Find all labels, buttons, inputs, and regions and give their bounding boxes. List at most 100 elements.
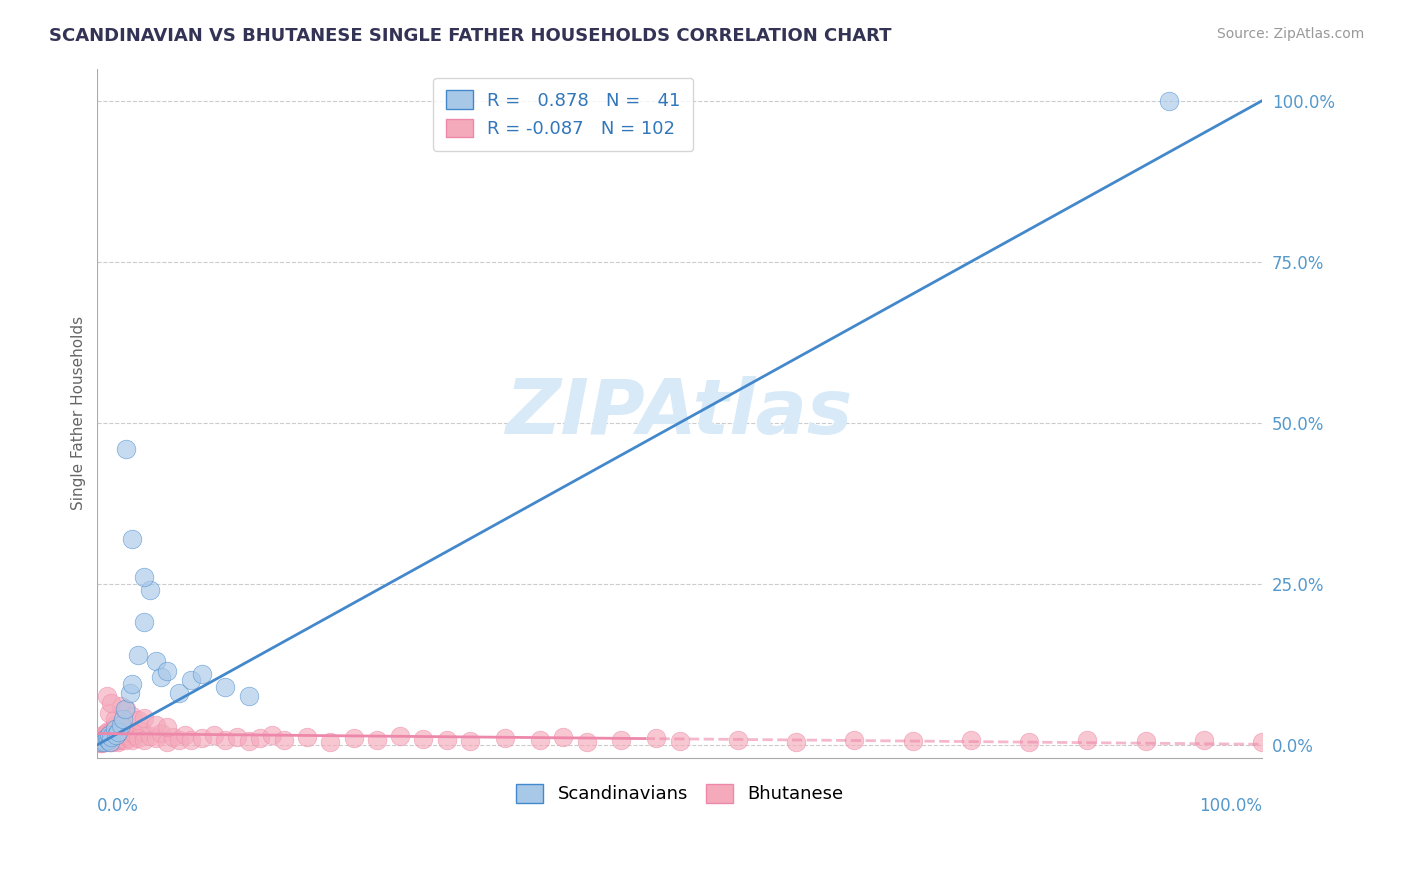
Point xyxy=(96,690,118,704)
Point xyxy=(115,702,138,716)
Point xyxy=(94,731,117,746)
Point xyxy=(494,731,516,746)
Point xyxy=(104,734,127,748)
Point xyxy=(98,706,121,720)
Point xyxy=(191,667,214,681)
Point xyxy=(901,734,924,748)
Point xyxy=(145,718,167,732)
Point xyxy=(436,732,458,747)
Point xyxy=(104,730,127,744)
Point xyxy=(389,730,412,744)
Point xyxy=(98,734,121,748)
Point xyxy=(167,686,190,700)
Point xyxy=(127,731,149,746)
Point xyxy=(132,615,155,630)
Point xyxy=(214,732,236,747)
Point xyxy=(104,728,127,742)
Point xyxy=(162,730,184,744)
Point xyxy=(98,735,121,749)
Point xyxy=(1251,734,1274,748)
Point xyxy=(90,732,112,747)
Point xyxy=(1018,734,1040,748)
Point xyxy=(97,732,120,747)
Point xyxy=(111,715,134,730)
Point xyxy=(121,708,143,723)
Point xyxy=(121,532,143,546)
Point xyxy=(121,733,143,747)
Point xyxy=(96,731,118,746)
Point xyxy=(115,728,138,742)
Point xyxy=(727,732,749,747)
Point xyxy=(90,734,112,748)
Point xyxy=(105,732,128,747)
Point xyxy=(238,734,260,748)
Point xyxy=(110,718,132,732)
Point xyxy=(295,730,318,744)
Point xyxy=(139,730,162,744)
Point xyxy=(342,731,364,746)
Point xyxy=(1076,733,1098,747)
Point xyxy=(97,723,120,738)
Point xyxy=(98,725,121,739)
Text: SCANDINAVIAN VS BHUTANESE SINGLE FATHER HOUSEHOLDS CORRELATION CHART: SCANDINAVIAN VS BHUTANESE SINGLE FATHER … xyxy=(49,27,891,45)
Point xyxy=(180,733,202,747)
Text: ZIPAtlas: ZIPAtlas xyxy=(506,376,853,450)
Point xyxy=(226,730,249,744)
Point xyxy=(180,673,202,688)
Point xyxy=(100,730,122,744)
Point xyxy=(249,731,271,746)
Point xyxy=(108,722,131,736)
Point xyxy=(100,730,122,744)
Point xyxy=(145,731,167,746)
Point xyxy=(115,442,138,456)
Point xyxy=(132,570,155,584)
Point xyxy=(101,722,124,736)
Point xyxy=(91,732,114,747)
Point xyxy=(1157,94,1180,108)
Point xyxy=(139,583,162,598)
Point xyxy=(108,728,131,742)
Point xyxy=(1192,732,1215,747)
Point xyxy=(173,728,195,742)
Point xyxy=(97,732,120,747)
Point xyxy=(94,734,117,748)
Point xyxy=(105,725,128,739)
Point xyxy=(238,690,260,704)
Point xyxy=(191,731,214,746)
Point xyxy=(101,726,124,740)
Point xyxy=(145,654,167,668)
Point xyxy=(668,734,690,748)
Point xyxy=(90,734,112,748)
Text: Source: ZipAtlas.com: Source: ZipAtlas.com xyxy=(1216,27,1364,41)
Point xyxy=(93,730,115,744)
Point xyxy=(319,734,342,748)
Point xyxy=(104,718,127,732)
Point xyxy=(121,676,143,690)
Point xyxy=(127,648,149,662)
Point xyxy=(118,686,141,700)
Point xyxy=(112,725,135,739)
Point xyxy=(366,733,388,747)
Point xyxy=(1135,734,1157,748)
Point xyxy=(156,664,179,678)
Y-axis label: Single Father Households: Single Father Households xyxy=(72,316,86,510)
Point xyxy=(100,696,122,710)
Point xyxy=(89,736,111,750)
Point xyxy=(91,728,114,742)
Point xyxy=(844,733,866,747)
Point xyxy=(156,734,179,748)
Point xyxy=(132,732,155,747)
Text: 0.0%: 0.0% xyxy=(97,797,139,814)
Point xyxy=(260,728,283,742)
Point xyxy=(132,711,155,725)
Point xyxy=(103,731,125,746)
Point xyxy=(107,734,129,748)
Point xyxy=(202,728,225,742)
Point xyxy=(150,726,173,740)
Point xyxy=(167,732,190,747)
Point xyxy=(529,733,551,747)
Point xyxy=(214,680,236,694)
Point xyxy=(96,731,118,746)
Point xyxy=(104,722,127,736)
Point xyxy=(785,734,807,748)
